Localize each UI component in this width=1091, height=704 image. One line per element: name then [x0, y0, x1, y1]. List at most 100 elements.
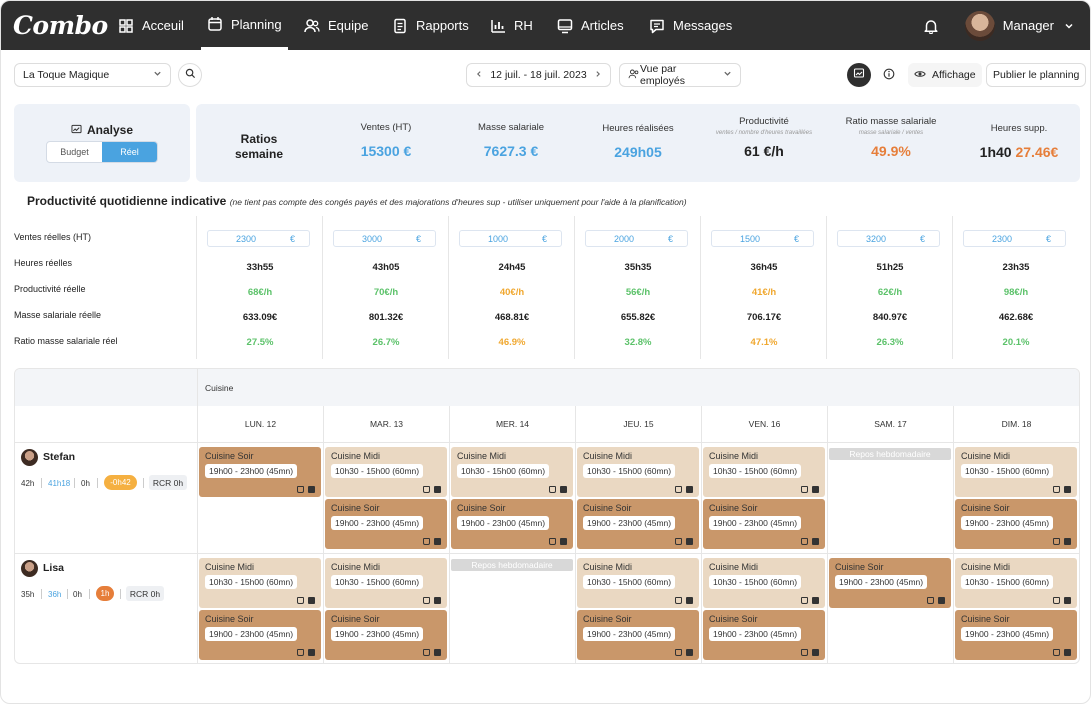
date-range-picker[interactable]: 12 juil. - 18 juil. 2023 [466, 63, 611, 87]
budget-option[interactable]: Budget [60, 147, 89, 157]
checkbox-icon[interactable] [434, 597, 441, 604]
view-select[interactable]: Vue par employés [619, 63, 741, 87]
nav-articles[interactable]: Articles [557, 1, 624, 50]
budget-reel-toggle[interactable]: Budget Réel [46, 141, 158, 163]
bell-icon[interactable] [923, 18, 939, 34]
checkbox-icon[interactable] [812, 538, 819, 545]
chevron-down-icon[interactable] [1064, 21, 1074, 31]
shift-card[interactable]: Cuisine Soir 19h00 - 23h00 (45mn) [703, 610, 825, 660]
checkbox-icon[interactable] [434, 538, 441, 545]
shift-card[interactable]: Cuisine Soir 19h00 - 23h00 (45mn) [703, 499, 825, 549]
sales-input[interactable]: 2000 € [585, 230, 688, 247]
shift-time: 19h00 - 23h00 (45mn) [961, 516, 1054, 530]
shift-card[interactable]: Cuisine Midi 10h30 - 15h00 (60mn) [955, 447, 1077, 497]
shift-card[interactable]: Cuisine Midi 10h30 - 15h00 (60mn) [703, 447, 825, 497]
shift-card[interactable]: Cuisine Midi 10h30 - 15h00 (60mn) [955, 558, 1077, 608]
shift-card[interactable]: Cuisine Soir 19h00 - 23h00 (45mn) [955, 499, 1077, 549]
day-header: DIM. 18 [953, 406, 1079, 443]
checkbox-icon[interactable] [308, 486, 315, 493]
ratio-cell: 26.3% [876, 337, 904, 348]
payroll-cell: 468.81€ [494, 312, 530, 323]
info-button[interactable] [877, 63, 901, 87]
bag-icon [801, 538, 808, 545]
day-header: JEU. 15 [575, 406, 701, 443]
section-bar: Cuisine [15, 369, 1079, 406]
sales-input[interactable]: 3200 € [837, 230, 940, 247]
checkbox-icon[interactable] [938, 597, 945, 604]
checkbox-icon[interactable] [308, 597, 315, 604]
user-name[interactable]: Manager [1002, 18, 1054, 33]
employee-stefan[interactable]: Stefan 42h 41h18 0h -0h42 RCR 0h [15, 443, 197, 553]
checkbox-icon[interactable] [1064, 486, 1071, 493]
shift-card[interactable]: Cuisine Midi 10h30 - 15h00 (60mn) [703, 558, 825, 608]
nav-acceuil[interactable]: Acceuil [118, 1, 184, 50]
checkbox-icon[interactable] [812, 486, 819, 493]
shift-card[interactable]: Cuisine Soir 19h00 - 23h00 (45mn) [577, 610, 699, 660]
daily-note: (ne tient pas compte des congés payés et… [229, 197, 687, 207]
shift-card[interactable]: Cuisine Midi 10h30 - 15h00 (60mn) [451, 447, 573, 497]
bag-icon [675, 597, 682, 604]
chevron-right-icon[interactable] [594, 69, 602, 81]
nav-planning[interactable]: Planning [201, 1, 288, 50]
shift-card[interactable]: Cuisine Midi 10h30 - 15h00 (60mn) [325, 558, 447, 608]
info-icon [883, 68, 895, 83]
checkbox-icon[interactable] [686, 597, 693, 604]
contract-hours: 35h [21, 590, 35, 599]
checkbox-icon[interactable] [308, 649, 315, 656]
sales-input[interactable]: 1000 € [459, 230, 562, 247]
checkbox-icon[interactable] [812, 597, 819, 604]
checkbox-icon[interactable] [1064, 597, 1071, 604]
payroll-cell: 633.09€ [242, 312, 278, 323]
checkbox-icon[interactable] [1064, 538, 1071, 545]
shift-card[interactable]: Cuisine Midi 10h30 - 15h00 (60mn) [577, 447, 699, 497]
kpi-value: 61 €/h [744, 143, 784, 159]
shift-card[interactable]: Cuisine Midi 10h30 - 15h00 (60mn) [199, 558, 321, 608]
checkbox-icon[interactable] [560, 486, 567, 493]
chevron-left-icon[interactable] [475, 69, 483, 81]
sales-input[interactable]: 2300 € [207, 230, 310, 247]
sales-value: 2300 [992, 233, 1013, 244]
avatar[interactable] [964, 10, 995, 41]
shift-title: Cuisine Soir [331, 614, 380, 624]
checkbox-icon[interactable] [434, 649, 441, 656]
shift-card[interactable]: Cuisine Soir 19h00 - 23h00 (45mn) [325, 499, 447, 549]
sales-input[interactable]: 2300 € [963, 230, 1066, 247]
publish-button[interactable]: Publier le planning [986, 63, 1087, 87]
restaurant-select[interactable]: La Toque Magique [14, 63, 171, 87]
checkbox-icon[interactable] [686, 649, 693, 656]
analytics-toggle-button[interactable] [847, 63, 871, 87]
shift-card[interactable]: Cuisine Midi 10h30 - 15h00 (60mn) [577, 558, 699, 608]
reel-option[interactable]: Réel [102, 142, 157, 162]
bag-icon [675, 538, 682, 545]
employee-lisa[interactable]: Lisa 35h 36h 0h 1h RCR 0h [15, 554, 197, 663]
shift-card[interactable]: Cuisine Soir 19h00 - 23h00 (45mn) [199, 610, 321, 660]
avatar [21, 560, 38, 577]
shift-card[interactable]: Cuisine Soir 19h00 - 23h00 (45mn) [829, 558, 951, 608]
sales-input[interactable]: 3000 € [333, 230, 436, 247]
search-button[interactable] [178, 63, 202, 87]
row-label-ratio: Ratio masse salariale réel [14, 336, 118, 346]
row-label-masse: Masse salariale réelle [14, 310, 102, 320]
shift-time: 10h30 - 15h00 (60mn) [331, 464, 424, 478]
checkbox-icon[interactable] [686, 538, 693, 545]
shift-card[interactable]: Cuisine Soir 19h00 - 23h00 (45mn) [325, 610, 447, 660]
shift-card[interactable]: Cuisine Soir 19h00 - 23h00 (45mn) [955, 610, 1077, 660]
checkbox-icon[interactable] [1064, 649, 1071, 656]
display-button[interactable]: Affichage [908, 63, 982, 87]
sales-input[interactable]: 1500 € [711, 230, 814, 247]
shift-card[interactable]: Cuisine Soir 19h00 - 23h00 (45mn) [199, 447, 321, 497]
nav-rapports[interactable]: Rapports [392, 1, 469, 50]
checkbox-icon[interactable] [560, 538, 567, 545]
shift-card[interactable]: Cuisine Soir 19h00 - 23h00 (45mn) [451, 499, 573, 549]
checkbox-icon[interactable] [812, 649, 819, 656]
shift-title: Cuisine Soir [835, 562, 884, 572]
checkbox-icon[interactable] [434, 486, 441, 493]
kpi-value: 7627.3 € [483, 143, 539, 159]
shift-card[interactable]: Cuisine Soir 19h00 - 23h00 (45mn) [577, 499, 699, 549]
checkbox-icon[interactable] [686, 486, 693, 493]
nav-equipe[interactable]: Equipe [304, 1, 368, 50]
nav-messages[interactable]: Messages [649, 1, 732, 50]
nav-rh[interactable]: RH [490, 1, 533, 50]
shift-card[interactable]: Cuisine Midi 10h30 - 15h00 (60mn) [325, 447, 447, 497]
kpi-label: Ventes (HT) [360, 122, 412, 133]
